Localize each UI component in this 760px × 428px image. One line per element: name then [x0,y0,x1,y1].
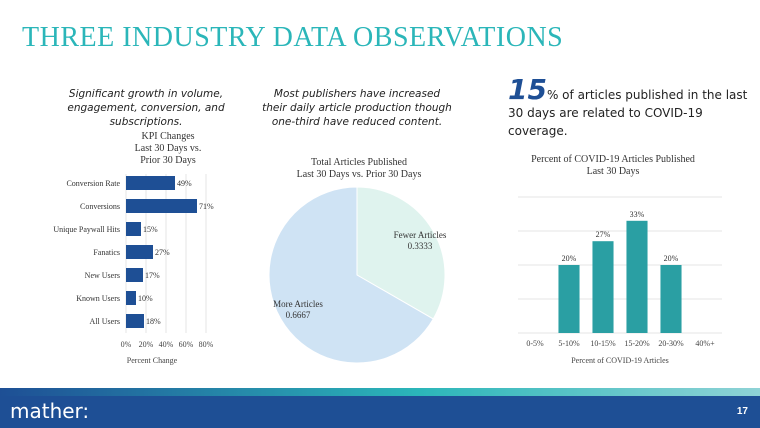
kpi-bar [126,176,175,190]
footer-bar: mather: 17 [0,396,760,428]
covid-data-label: 33% [630,210,645,219]
kpi-data-label: 15% [143,225,158,234]
kpi-x-axis-label: Percent Change [127,356,178,365]
covid-bar [558,265,580,333]
kpi-bar [126,199,197,213]
kpi-bar [126,245,153,259]
kpi-bar-chart: 0% 20% 40% 60% 80% Conversion Rate 49% Conversi… [53,174,214,365]
kpi-bar [126,291,136,305]
covid-bar [592,241,614,333]
footer-stripe [0,388,760,396]
pie-value-label: 0.6667 [286,310,311,320]
kpi-data-label: 27% [155,248,170,257]
kpi-data-label: 17% [145,271,160,280]
kpi-title-line: Prior 30 Days [140,155,196,166]
covid-title-line: Last 30 Days [586,166,640,177]
covid-x-tick-label: 5-10% [558,339,580,348]
kpi-data-label: 10% [138,294,153,303]
kpi-x-tick-label: 60% [179,340,194,349]
kpi-x-tick-label: 40% [159,340,174,349]
covid-title-line: Percent of COVID-19 Articles Published [531,154,695,165]
covid-x-axis-label: Percent of COVID-19 Articles [571,356,669,365]
kpi-category-label: All Users [90,317,120,326]
covid-x-tick-label: 15-20% [624,339,650,348]
kpi-bar [126,268,143,282]
kpi-x-tick-label: 80% [199,340,214,349]
kpi-category-label: Conversion Rate [66,179,120,188]
page-number: 17 [736,406,748,417]
pie-value-label: 0.3333 [408,241,433,251]
kpi-category-label: Unique Paywall Hits [53,225,120,234]
kpi-category-label: New Users [85,271,120,280]
covid-x-tick-label: 40%+ [695,339,715,348]
kpi-title-line: Last 30 Days vs. [134,143,202,154]
covid-bar [626,220,648,333]
observation-middle: Most publishers have increased their dai… [262,88,452,128]
pie-slice [356,186,446,320]
pie-slice [268,186,434,364]
pie-label: Fewer Articles [394,230,447,240]
covid-data-label: 20% [562,254,577,263]
pie-label: More Articles [273,299,323,309]
covid-bar [660,265,682,333]
covid-data-label: 27% [596,230,611,239]
covid-x-tick-label: 0-5% [526,339,544,348]
covid-bar-chart: 0-5% 20% 5-10% 27% 10-15% 33% 15-20% 20% 20-30% 4… [518,196,722,365]
observation-right: 15% of articles published in the last 30… [508,76,748,140]
observation-left: Significant growth in volume, engagement… [67,88,225,128]
kpi-x-tick-label: 0% [121,340,132,349]
covid-data-label: 20% [664,254,679,263]
observation-right-text: % of articles published in the last 30 d… [508,88,748,138]
pie-title-line: Last 30 Days vs. Prior 30 Days [296,169,422,180]
covid-x-tick-label: 10-15% [590,339,616,348]
page-title: THREE INDUSTRY DATA OBSERVATIONS [22,22,564,53]
kpi-title-line: KPI Changes [141,131,195,142]
kpi-category-label: Fanatics [93,248,120,257]
pie-chart-title: Total Articles Published Last 30 Days vs… [259,157,459,181]
observation-right-number: 15 [508,73,547,106]
kpi-data-label: 71% [199,202,214,211]
kpi-data-label: 49% [177,179,192,188]
kpi-x-tick-label: 20% [139,340,154,349]
kpi-bar [126,222,141,236]
pie-title-line: Total Articles Published [311,157,407,168]
kpi-data-label: 18% [146,317,161,326]
kpi-bar [126,314,144,328]
covid-x-tick-label: 20-30% [658,339,684,348]
covid-chart-title: Percent of COVID-19 Articles Published L… [500,154,726,178]
kpi-category-label: Conversions [80,202,120,211]
kpi-category-label: Known Users [76,294,120,303]
mather-logo: mather: [10,399,90,423]
kpi-chart-title: KPI Changes Last 30 Days vs. Prior 30 Da… [108,131,228,167]
